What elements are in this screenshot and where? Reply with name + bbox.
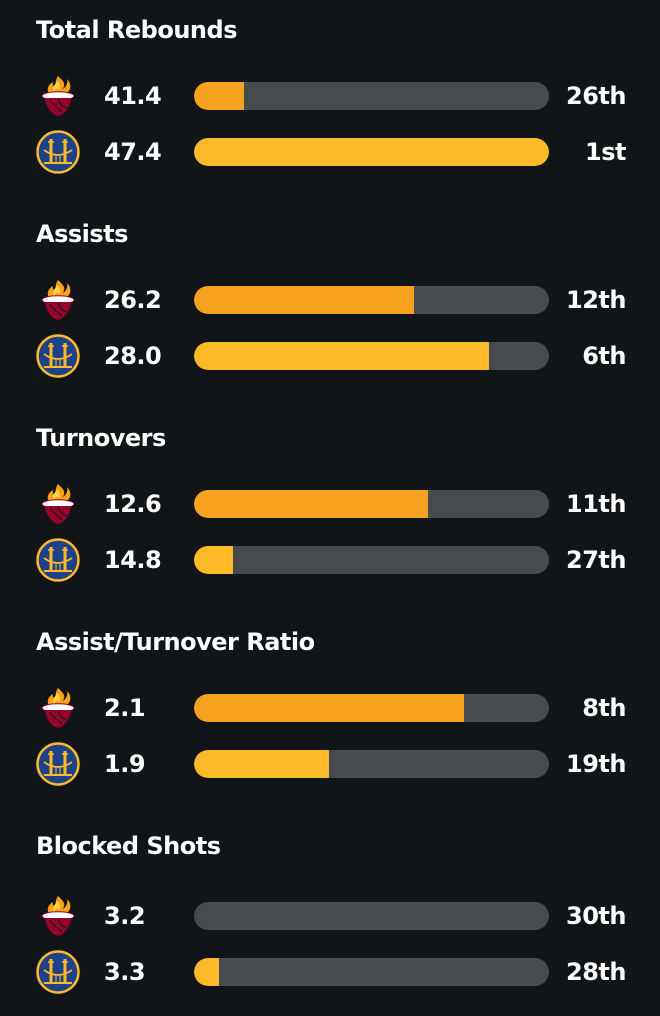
- team-row-heat: 2.1 8th: [0, 686, 660, 730]
- stat-value: 28.0: [104, 342, 162, 370]
- league-rank: 30th: [566, 902, 626, 930]
- heat-logo-icon: [36, 686, 80, 730]
- league-rank: 8th: [582, 694, 626, 722]
- stat-bar-fill: [194, 342, 489, 370]
- heat-logo-icon: [36, 74, 80, 118]
- stat-section-assists: Assists 26.2 12th 28.0 6th: [0, 204, 660, 404]
- league-rank: 19th: [566, 750, 626, 778]
- heat-logo-icon: [36, 278, 80, 322]
- stat-bar-fill: [194, 750, 329, 778]
- stat-title: Total Rebounds: [36, 16, 237, 44]
- league-rank: 6th: [582, 342, 626, 370]
- stat-bar-fill: [194, 138, 549, 166]
- league-rank: 27th: [566, 546, 626, 574]
- stat-value: 41.4: [104, 82, 162, 110]
- stat-bar-track: [194, 546, 549, 574]
- team-row-warriors: 47.4 1st: [0, 130, 660, 174]
- stat-bar-track: [194, 286, 549, 314]
- stat-value: 14.8: [104, 546, 162, 574]
- heat-logo-icon: [36, 482, 80, 526]
- heat-logo-icon: [36, 894, 80, 938]
- league-rank: 26th: [566, 82, 626, 110]
- stat-bar-track: [194, 694, 549, 722]
- stat-title: Assists: [36, 220, 128, 248]
- stat-bar-fill: [194, 286, 414, 314]
- stat-bar-track: [194, 958, 549, 986]
- warriors-logo-icon: [36, 334, 80, 378]
- stat-value: 26.2: [104, 286, 162, 314]
- team-row-heat: 26.2 12th: [0, 278, 660, 322]
- stat-section-turnovers: Turnovers 12.6 11th 14.8 27th: [0, 408, 660, 608]
- stat-bar-track: [194, 750, 549, 778]
- stat-title: Assist/Turnover Ratio: [36, 628, 315, 656]
- stat-title: Turnovers: [36, 424, 166, 452]
- stat-value: 12.6: [104, 490, 162, 518]
- stat-value: 3.2: [104, 902, 146, 930]
- stat-bar-fill: [194, 490, 428, 518]
- stat-bar-track: [194, 82, 549, 110]
- stat-value: 3.3: [104, 958, 146, 986]
- stat-bar-track: [194, 342, 549, 370]
- warriors-logo-icon: [36, 742, 80, 786]
- team-row-warriors: 1.9 19th: [0, 742, 660, 786]
- warriors-logo-icon: [36, 538, 80, 582]
- stat-bar-track: [194, 902, 549, 930]
- league-rank: 12th: [566, 286, 626, 314]
- stat-value: 2.1: [104, 694, 146, 722]
- team-row-warriors: 3.3 28th: [0, 950, 660, 994]
- stat-section-total-rebounds: Total Rebounds 41.4 26th 47.4 1st: [0, 0, 660, 200]
- league-rank: 11th: [566, 490, 626, 518]
- team-row-heat: 12.6 11th: [0, 482, 660, 526]
- stat-bar-fill: [194, 694, 464, 722]
- team-row-heat: 41.4 26th: [0, 74, 660, 118]
- team-row-warriors: 14.8 27th: [0, 538, 660, 582]
- stat-bar-fill: [194, 82, 244, 110]
- stat-bar-fill: [194, 546, 233, 574]
- league-rank: 28th: [566, 958, 626, 986]
- stat-bar-track: [194, 490, 549, 518]
- league-rank: 1st: [585, 138, 626, 166]
- warriors-logo-icon: [36, 130, 80, 174]
- stat-bar-fill: [194, 958, 219, 986]
- stat-bar-track: [194, 138, 549, 166]
- stat-section-assist-turnover-ratio: Assist/Turnover Ratio 2.1 8th 1.9 19th: [0, 612, 660, 812]
- warriors-logo-icon: [36, 950, 80, 994]
- stat-section-blocked-shots: Blocked Shots 3.2 30th 3.3 28th: [0, 816, 660, 1016]
- stat-value: 1.9: [104, 750, 146, 778]
- stat-title: Blocked Shots: [36, 832, 221, 860]
- team-row-heat: 3.2 30th: [0, 894, 660, 938]
- stat-value: 47.4: [104, 138, 162, 166]
- team-row-warriors: 28.0 6th: [0, 334, 660, 378]
